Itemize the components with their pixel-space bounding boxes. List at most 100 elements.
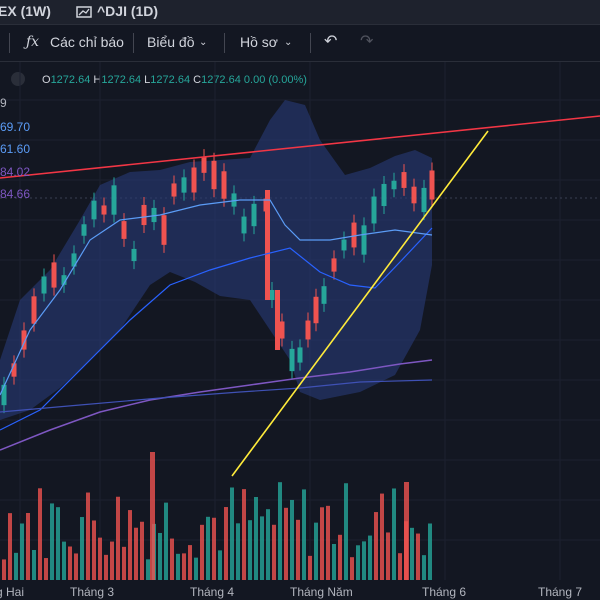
bollinger-band [0,100,432,420]
candle-body [161,215,167,245]
volume-bar [200,524,204,580]
x-axis-label: Tháng 6 [422,585,467,599]
candle-body [297,347,303,363]
redo-icon[interactable]: ↷ [360,33,374,50]
volume-bar [110,541,114,580]
candle-body [41,276,47,294]
candle-body [101,205,107,215]
volume-bar [150,452,155,580]
volume-bar [2,559,6,580]
volume-bar [356,545,360,580]
tab-dji-daily[interactable]: ^DJI (1D) [97,3,159,19]
candle-body [181,177,187,193]
undo-icon[interactable]: ↶ [324,33,338,50]
chevron-down-icon[interactable]: ⌄ [199,37,208,48]
candle-body [221,171,227,199]
volume-bar [380,493,384,580]
candle-body [269,290,275,300]
volume-bar [254,497,258,580]
candle-body [71,253,77,267]
candle-body [111,185,117,215]
low-key: L [144,74,151,86]
candle-body [421,187,427,213]
candlestick-series [1,149,435,414]
ma-long-line [0,379,433,413]
volume-bar [176,553,180,580]
volume-bar [392,488,396,580]
candle-body [391,180,397,190]
candle-body [211,160,217,190]
price-label: 61.60 [0,142,31,156]
candle-body [251,203,257,227]
candle-body [191,167,197,193]
candle-body [61,275,67,285]
bollinger-band-fill [0,100,432,420]
legend-toggle-icon[interactable] [11,72,25,86]
chevron-down-icon[interactable]: ⌄ [284,37,293,48]
volume-bar [326,505,330,580]
volume-bar [290,499,294,580]
volume-bar [368,535,372,580]
volume-bar [8,513,12,580]
volume-bar [158,532,162,580]
volume-bar [56,507,60,580]
high-key: H [93,74,102,86]
volume-bar [146,559,150,580]
x-axis-label: g Hai [0,585,25,599]
price-label: 69.70 [0,120,31,134]
price-label: 84.66 [0,187,31,201]
volume-bar [248,520,252,580]
candle-body [279,321,285,339]
ma-mid-line [0,199,433,396]
volume-bar [182,553,186,580]
volume-bar [134,527,138,580]
volume-bar [116,496,120,580]
candle-body [21,330,27,350]
volume-bar [236,523,240,580]
volume-bar [194,557,198,580]
candle-body [401,172,407,188]
candle-body [51,262,57,288]
indicators-button[interactable]: Các chỉ báo [50,34,124,50]
x-axis-label: Tháng Năm [290,585,353,599]
candle-body [81,224,87,236]
candle-body [141,204,147,226]
volume-bar [86,492,90,580]
high-value: 1272.64 [101,74,142,86]
candle-body [131,248,137,262]
tab-ex-weekly[interactable]: EX (1W) [0,3,51,19]
volume-bar [38,488,42,580]
volume-bar [44,558,48,580]
chart-type-button[interactable]: Biểu đồ [147,34,195,50]
candle-body [289,348,295,372]
volume-bar [308,555,312,580]
candle-body [361,225,367,255]
open-value: 1272.64 [50,74,91,86]
candle-body [305,320,311,340]
volume-bar [422,555,426,580]
profile-button[interactable]: Hồ sơ [240,34,278,50]
volume-bar [344,483,348,580]
ma-slow-line [0,359,433,451]
function-icon: ƒx [26,34,40,50]
candle-body [429,170,435,200]
volume-bar [386,532,390,580]
volume-bar [164,502,168,580]
volume-bar [362,541,366,580]
volume-bar [50,503,54,580]
chart-toolbar: ƒx Các chỉ báo Biểu đồ ⌄ Hồ sơ ⌄ ↶ ↷ [0,25,600,62]
volume-bar [62,541,66,580]
volume-bar [296,519,300,580]
x-axis-label: Tháng 7 [538,585,583,599]
volume-bar [224,507,228,580]
volume-bar [80,517,84,580]
x-axis-label: Tháng 4 [190,585,235,599]
open-key: O [42,74,51,86]
trendlines [0,115,600,477]
volume-bar [278,482,282,580]
volume-bar [212,517,216,580]
support-trendline [231,130,489,477]
volume-bar [398,553,402,580]
volume-bar [170,538,174,580]
